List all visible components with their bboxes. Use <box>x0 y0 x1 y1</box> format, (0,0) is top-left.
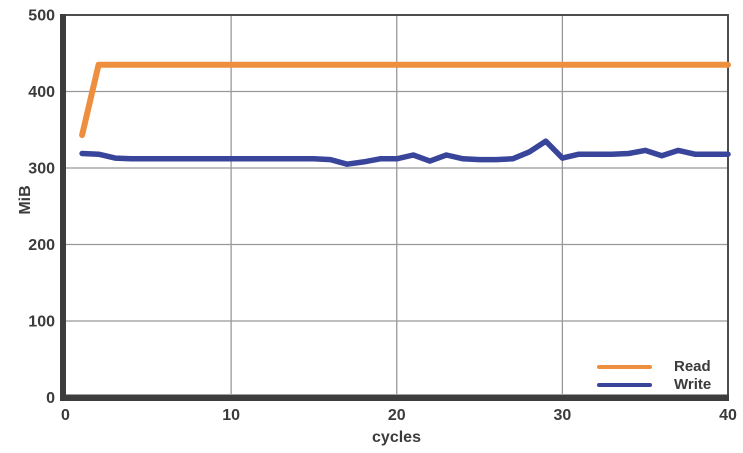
y-axis-line <box>60 14 66 401</box>
y-axis-label: MiB <box>17 185 34 215</box>
legend: Read Write <box>597 358 711 394</box>
series-line-read <box>79 61 731 139</box>
x-tick-label: 30 <box>553 407 571 424</box>
x-axis-line <box>60 394 729 401</box>
legend-line-read <box>597 364 652 370</box>
legend-item-read: Read <box>597 358 711 376</box>
legend-label-read: Read <box>674 358 711 375</box>
x-axis-label: cycles <box>372 429 421 446</box>
y-tick-label: 100 <box>28 314 55 331</box>
y-tick-label: 0 <box>46 390 55 407</box>
x-tick-label: 0 <box>61 407 70 424</box>
series-line-write <box>79 138 731 167</box>
legend-line-write <box>597 382 652 388</box>
x-tick-label: 40 <box>719 407 737 424</box>
x-tick-label: 10 <box>222 407 240 424</box>
legend-label-write: Write <box>674 376 712 393</box>
y-tick-label: 200 <box>28 237 55 254</box>
x-tick-label: 20 <box>388 407 406 424</box>
y-tick-label: 300 <box>28 161 55 178</box>
y-tick-label: 500 <box>28 8 55 25</box>
legend-item-write: Write <box>597 376 711 394</box>
y-tick-label: 400 <box>28 84 55 101</box>
